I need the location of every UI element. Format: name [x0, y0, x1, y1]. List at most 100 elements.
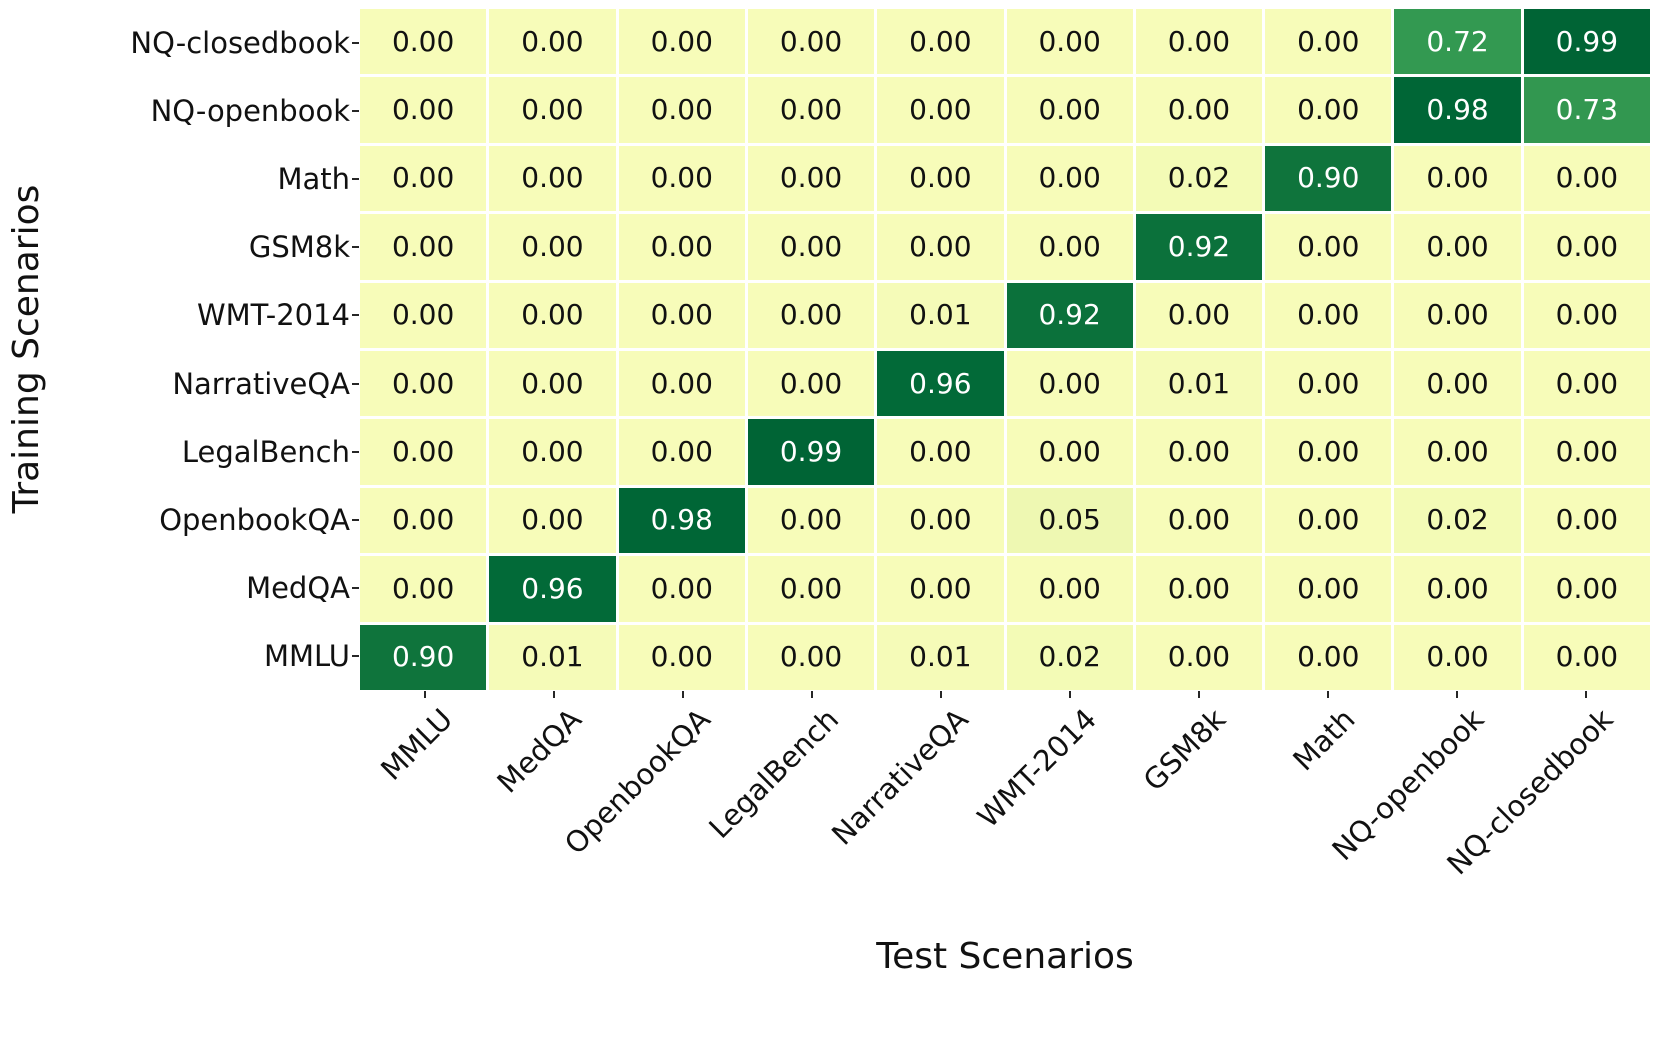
- x-tick-mark: [1068, 691, 1071, 698]
- heatmap-cell: 0.00: [489, 77, 616, 143]
- heatmap-cell: 0.73: [1523, 77, 1650, 143]
- x-axis-title: Test Scenarios: [876, 936, 1134, 977]
- heatmap-cell: 0.00: [489, 214, 616, 280]
- heatmap-cell: 0.00: [1265, 487, 1392, 554]
- heatmap-cell: 0.00: [360, 351, 487, 417]
- y-tick-mark: [352, 110, 359, 113]
- x-tick-label: LegalBench: [702, 702, 846, 845]
- heatmap-cell: 0.00: [1523, 351, 1650, 417]
- heatmap-cell: 0.00: [747, 282, 875, 348]
- heatmap-cell: 0.00: [1523, 419, 1650, 485]
- y-tick-mark: [352, 314, 359, 317]
- heatmap-cell: 0.00: [618, 419, 745, 485]
- heatmap-cell: 0.00: [1135, 556, 1263, 622]
- x-tick-mark: [810, 691, 813, 698]
- y-tick-label: NQ-openbook: [150, 94, 350, 129]
- heatmap-cell: 0.00: [1394, 624, 1521, 690]
- heatmap-cell: 0.01: [877, 282, 1004, 348]
- y-tick-mark: [352, 42, 359, 45]
- heatmap-cell: 0.00: [1135, 419, 1263, 485]
- heatmap-cell: 0.00: [1523, 145, 1650, 212]
- y-tick-mark: [352, 246, 359, 249]
- heatmap-cell: 0.00: [1006, 145, 1133, 212]
- heatmap-cell: 0.00: [1265, 214, 1392, 280]
- y-tick-label: WMT-2014: [196, 298, 350, 333]
- heatmap-cell: 0.00: [360, 556, 487, 622]
- x-tick-mark: [1584, 691, 1587, 698]
- heatmap-cell: 0.00: [877, 9, 1004, 75]
- heatmap-cell: 0.00: [747, 77, 875, 143]
- heatmap-cell: 0.00: [618, 77, 745, 143]
- heatmap-cell: 0.00: [618, 214, 745, 280]
- y-tick-mark: [352, 178, 359, 181]
- heatmap-cell: 0.00: [1265, 351, 1392, 417]
- heatmap-cell: 0.96: [489, 556, 616, 622]
- heatmap-cell: 0.96: [877, 351, 1004, 417]
- heatmap-cell: 0.00: [1006, 419, 1133, 485]
- y-tick-label: LegalBench: [181, 434, 350, 469]
- heatmap-grid: 0.00 0.00 0.00 0.00 0.00 0.00 0.00 0.00 0.72 0.99…: [360, 9, 1650, 690]
- heatmap-cell: 0.00: [618, 9, 745, 75]
- x-tick-mark: [939, 691, 942, 698]
- heatmap-cell: 0.00: [1265, 556, 1392, 622]
- x-tick-label: WMT-2014: [971, 702, 1104, 835]
- heatmap-cell: 0.00: [360, 282, 487, 348]
- heatmap-cell: 0.00: [1394, 351, 1521, 417]
- heatmap-cell: 0.00: [618, 624, 745, 690]
- heatmap-cell: 0.00: [618, 145, 745, 212]
- heatmap-cell: 0.02: [1135, 145, 1263, 212]
- heatmap-cell: 0.00: [1135, 487, 1263, 554]
- heatmap-cell: 0.00: [1265, 282, 1392, 348]
- heatmap-cell: 0.92: [1135, 214, 1263, 280]
- heatmap-cell: 0.00: [747, 351, 875, 417]
- heatmap-cell: 0.01: [1135, 351, 1263, 417]
- heatmap-cell: 0.02: [1006, 624, 1133, 690]
- heatmap-cell: 0.00: [1265, 419, 1392, 485]
- heatmap-cell: 0.00: [489, 487, 616, 554]
- heatmap-cell: 0.00: [747, 624, 875, 690]
- heatmap-cell: 0.00: [618, 556, 745, 622]
- heatmap-cell: 0.00: [747, 145, 875, 212]
- heatmap-cell: 0.00: [1006, 556, 1133, 622]
- y-tick-mark: [352, 654, 359, 657]
- heatmap-cell: 0.00: [1006, 214, 1133, 280]
- heatmap-cell: 0.00: [618, 351, 745, 417]
- heatmap-cell: 0.00: [1135, 282, 1263, 348]
- heatmap-cell: 0.00: [1394, 145, 1521, 212]
- heatmap-cell: 0.90: [360, 624, 487, 690]
- heatmap-cell: 0.99: [1523, 9, 1650, 75]
- x-tick-mark: [1197, 691, 1200, 698]
- heatmap-cell: 0.00: [489, 145, 616, 212]
- y-tick-mark: [352, 382, 359, 385]
- heatmap-cell: 0.00: [360, 9, 487, 75]
- heatmap-cell: 0.02: [1394, 487, 1521, 554]
- heatmap-cell: 0.00: [618, 282, 745, 348]
- y-tick-label: GSM8k: [248, 230, 350, 265]
- x-tick-label: MedQA: [490, 702, 588, 800]
- heatmap-cell: 0.00: [489, 351, 616, 417]
- y-tick-label: MMLU: [264, 638, 350, 673]
- heatmap-cell: 0.00: [747, 9, 875, 75]
- heatmap-cell: 0.00: [877, 77, 1004, 143]
- heatmap-cell: 0.00: [1265, 9, 1392, 75]
- heatmap-cell: 0.00: [1394, 556, 1521, 622]
- heatmap-cell: 0.92: [1006, 282, 1133, 348]
- heatmap-cell: 0.00: [489, 419, 616, 485]
- heatmap-cell: 0.00: [877, 145, 1004, 212]
- heatmap-cell: 0.00: [1135, 9, 1263, 75]
- heatmap-cell: 0.00: [1394, 282, 1521, 348]
- heatmap-cell: 0.00: [1394, 214, 1521, 280]
- y-tick-label: MedQA: [246, 570, 350, 605]
- heatmap-cell: 0.00: [1523, 556, 1650, 622]
- heatmap-cell: 0.00: [1394, 419, 1521, 485]
- heatmap-cell: 0.00: [1006, 9, 1133, 75]
- x-tick-mark: [1455, 691, 1458, 698]
- heatmap-cell: 0.00: [877, 556, 1004, 622]
- heatmap-cell: 0.00: [360, 419, 487, 485]
- heatmap-cell: 0.00: [1265, 77, 1392, 143]
- x-tick-label: MMLU: [373, 702, 459, 787]
- heatmap-cell: 0.05: [1006, 487, 1133, 554]
- y-tick-label: NQ-closedbook: [130, 26, 350, 61]
- heatmap-cell: 0.72: [1394, 9, 1521, 75]
- x-tick-mark: [423, 691, 426, 698]
